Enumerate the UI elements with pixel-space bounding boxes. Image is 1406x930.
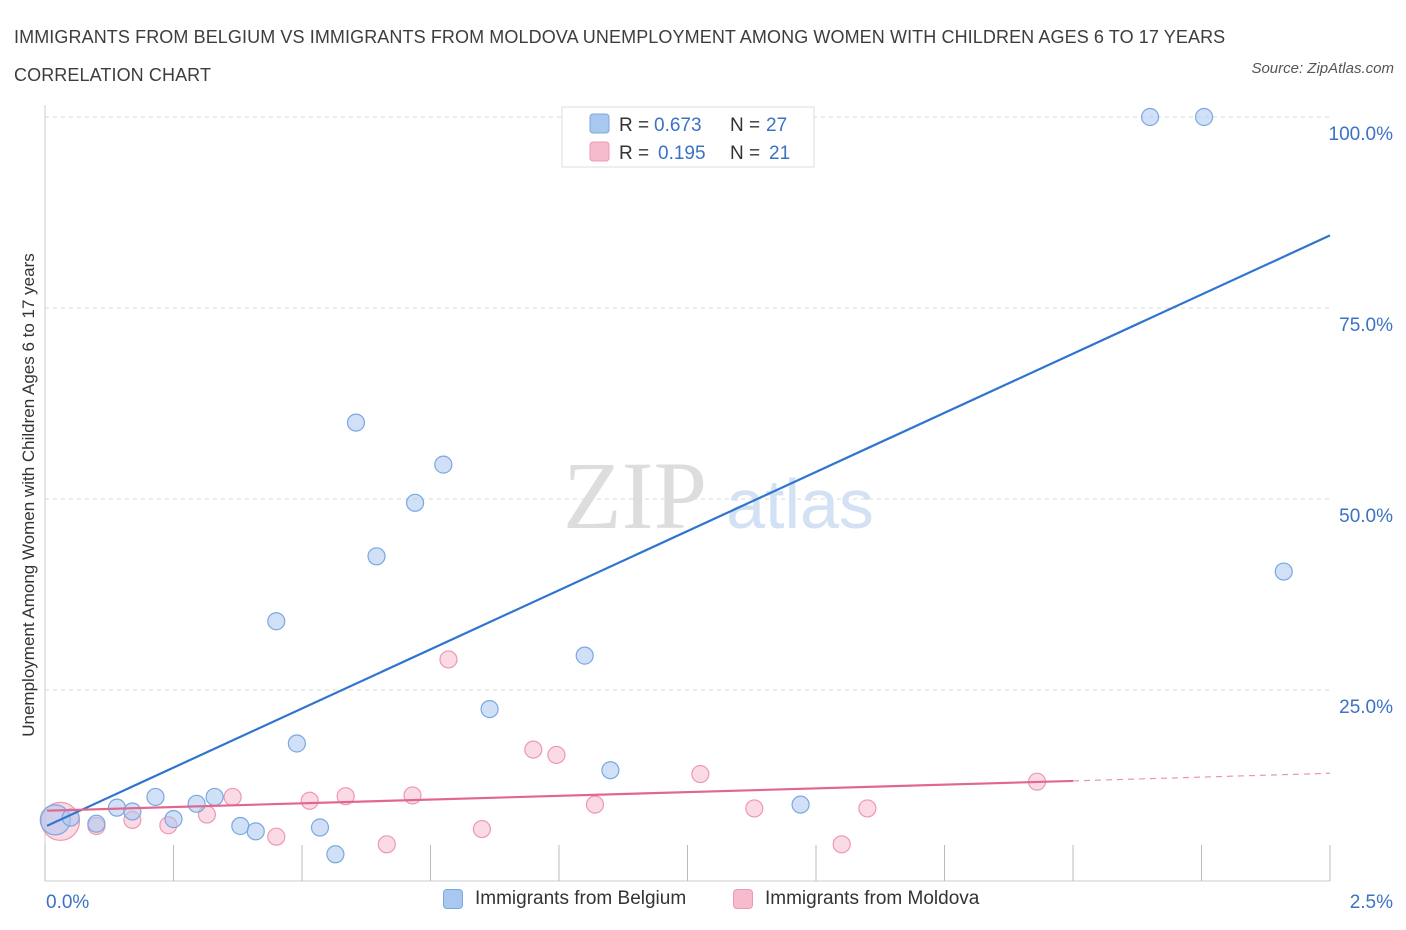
legend-swatch-belgium (589, 113, 610, 134)
legend-n-value-belgium: 27 (766, 115, 787, 136)
bottom-legend-label-moldova: Immigrants from Moldova (765, 888, 980, 909)
bottom-legend-belgium: Immigrants from Belgium (443, 888, 686, 910)
correlation-legend: R = 0.673 N = 27 R = 0.195 N = 21 (561, 106, 815, 168)
y-tick-label-1: 50.0% (1339, 506, 1393, 527)
point-belgium-2 (87, 814, 106, 833)
point-moldova-17 (745, 799, 764, 818)
point-belgium-7 (187, 794, 206, 813)
y-tick-label-0: 25.0% (1339, 697, 1393, 718)
y-tick-label-2: 75.0% (1339, 315, 1393, 336)
legend-n-value-moldova: 21 (769, 143, 790, 164)
point-moldova-16 (691, 764, 710, 784)
y-tick-label-3: 100.0% (1329, 124, 1394, 145)
point-belgium-12 (287, 734, 306, 753)
point-moldova-10 (403, 786, 422, 805)
trendline-belgium (46, 234, 1331, 827)
point-belgium-8 (205, 787, 224, 807)
point-belgium-21 (575, 646, 594, 665)
point-belgium-24 (1140, 107, 1160, 127)
bottom-legend: Immigrants from Belgium Immigrants from … (0, 888, 1406, 916)
point-belgium-18 (434, 455, 453, 474)
point-moldova-8 (336, 787, 355, 806)
trendline-moldova (46, 779, 1074, 812)
point-moldova-14 (547, 745, 566, 765)
legend-r-label-moldova: R = (619, 143, 649, 164)
point-belgium-10 (246, 822, 265, 841)
point-belgium-16 (367, 547, 386, 566)
point-belgium-5 (146, 787, 165, 807)
point-moldova-19 (858, 799, 877, 818)
point-belgium-26 (1274, 562, 1293, 581)
point-moldova-5 (223, 787, 242, 807)
point-belgium-23 (791, 795, 810, 814)
legend-r-value-belgium: 0.673 (654, 115, 702, 136)
point-moldova-18 (832, 835, 851, 854)
watermark-zip: ZIP (563, 442, 707, 549)
trendline-moldova-extension (1072, 772, 1331, 782)
point-belgium-25 (1194, 107, 1214, 127)
point-moldova-6 (267, 827, 286, 846)
watermark-atlas: atlas (726, 465, 874, 543)
point-moldova-7 (300, 791, 319, 810)
point-belgium-4 (123, 802, 142, 821)
bottom-legend-moldova: Immigrants from Moldova (733, 888, 979, 910)
bottom-legend-label-belgium: Immigrants from Belgium (475, 888, 687, 909)
point-belgium-6 (164, 810, 183, 829)
point-moldova-11 (439, 650, 458, 669)
legend-n-label-moldova: N = (730, 143, 760, 164)
point-belgium-22 (601, 761, 620, 780)
point-moldova-9 (377, 835, 396, 854)
point-moldova-12 (472, 819, 491, 839)
chart-title: IMMIGRANTS FROM BELGIUM VS IMMIGRANTS FR… (14, 27, 1226, 85)
point-belgium-13 (310, 818, 330, 837)
point-belgium-14 (326, 845, 345, 864)
point-belgium-11 (267, 612, 286, 631)
bottom-legend-swatch-moldova (733, 889, 753, 909)
point-moldova-15 (585, 795, 605, 814)
point-moldova-13 (524, 740, 543, 759)
legend-swatch-moldova (589, 141, 610, 162)
legend-r-label-belgium: R = (619, 115, 649, 136)
point-belgium-17 (405, 493, 425, 512)
point-belgium-19 (480, 699, 499, 719)
point-belgium-9 (231, 816, 250, 836)
point-belgium-15 (346, 413, 366, 432)
source-label: Source: ZipAtlas.com (1251, 60, 1394, 77)
legend-r-value-moldova: 0.195 (658, 143, 706, 164)
y-axis-label: Unemployment Among Women with Children A… (19, 253, 38, 737)
x-tick-label-max: 2.5% (1350, 892, 1393, 913)
legend-n-label-belgium: N = (730, 115, 760, 136)
bottom-legend-swatch-belgium (443, 889, 463, 909)
x-tick-label-min: 0.0% (46, 892, 89, 913)
